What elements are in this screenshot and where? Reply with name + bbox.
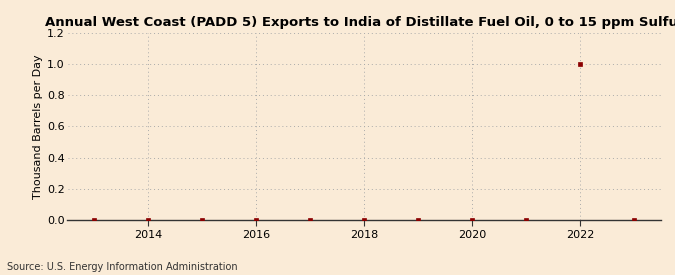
Title: Annual West Coast (PADD 5) Exports to India of Distillate Fuel Oil, 0 to 15 ppm : Annual West Coast (PADD 5) Exports to In… (45, 16, 675, 29)
Y-axis label: Thousand Barrels per Day: Thousand Barrels per Day (33, 54, 43, 199)
Text: Source: U.S. Energy Information Administration: Source: U.S. Energy Information Administ… (7, 262, 238, 272)
